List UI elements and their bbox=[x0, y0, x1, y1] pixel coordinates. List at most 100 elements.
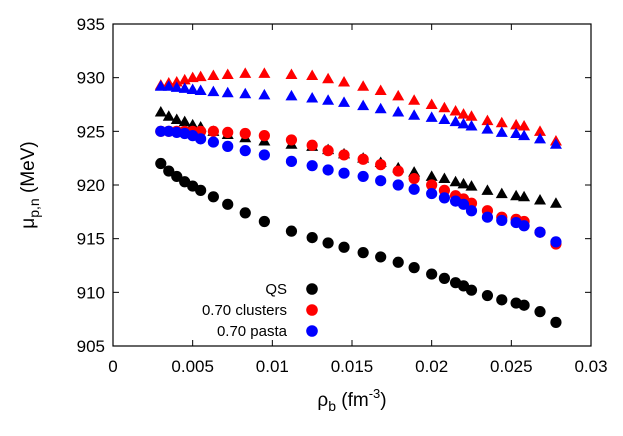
0-70-clusters-triangle-point bbox=[194, 70, 207, 82]
0-70-clusters-circle-point bbox=[306, 139, 318, 151]
qs-triangle-point bbox=[162, 110, 175, 121]
qs-circle-point bbox=[195, 184, 207, 196]
qs-triangle-point bbox=[495, 187, 508, 199]
qs-triangle-point bbox=[534, 194, 547, 205]
0-70-pasta-circle-point bbox=[392, 179, 404, 191]
qs-circle-point bbox=[357, 247, 369, 259]
0-70-clusters-circle-point bbox=[338, 149, 350, 161]
qs-triangle-point bbox=[518, 190, 531, 202]
legend-marker-0-70-pasta bbox=[306, 325, 318, 337]
qs-triangle-point bbox=[170, 113, 183, 125]
qs-circle-point bbox=[155, 157, 167, 170]
ticks: 0 0.005 0.01 0.015 0.02 0.025 0.03 905 910 915 920… bbox=[77, 15, 608, 376]
0-70-pasta-triangle-point bbox=[338, 96, 351, 107]
y-axis-title: μp,n (MeV) bbox=[18, 141, 42, 228]
qs-triangle-point bbox=[510, 189, 523, 201]
0-70-clusters-circle-point bbox=[357, 153, 369, 165]
0-70-pasta-triangle-point bbox=[239, 87, 252, 99]
0-70-clusters-circle-point bbox=[207, 125, 219, 137]
0-70-pasta-triangle-point bbox=[170, 81, 183, 92]
x-axis-title: ρb (fm-3) bbox=[317, 386, 386, 414]
0-70-pasta-circle-point bbox=[426, 187, 438, 200]
0-70-clusters-triangle-point bbox=[306, 69, 319, 81]
0-70-clusters-triangle-point bbox=[465, 110, 478, 121]
x-tick-label: 0.02 bbox=[415, 357, 448, 376]
qs-circle-point bbox=[258, 215, 270, 228]
qs-circle-point bbox=[550, 316, 562, 328]
0-70-pasta-circle-point bbox=[207, 136, 219, 148]
0-70-pasta-circle-point bbox=[408, 183, 420, 195]
x-tick-label: 0.015 bbox=[331, 357, 374, 376]
0-70-pasta-circle-point bbox=[438, 192, 451, 204]
0-70-clusters-circle-point bbox=[426, 179, 438, 191]
0-70-clusters-triangle-point bbox=[357, 80, 370, 91]
0-70-clusters-triangle-point bbox=[322, 72, 335, 84]
0-70-pasta-triangle-point bbox=[449, 115, 462, 127]
qs-circle-point bbox=[285, 225, 298, 237]
0-70-clusters-triangle-point bbox=[221, 68, 234, 79]
0-70-pasta-circle-point bbox=[375, 175, 387, 187]
qs-triangle-point bbox=[449, 175, 462, 187]
0-70-pasta-circle-point bbox=[155, 125, 167, 137]
0-70-pasta-circle-point bbox=[481, 211, 494, 223]
0-70-pasta-triangle-point bbox=[221, 86, 234, 98]
qs-circle-point bbox=[534, 306, 546, 318]
0-70-clusters-triangle-point bbox=[425, 98, 438, 109]
legend-marker-qs bbox=[306, 283, 318, 295]
qs-triangle-point bbox=[481, 184, 494, 195]
0-70-pasta-triangle-point bbox=[465, 119, 478, 131]
qs-circle-point bbox=[518, 299, 530, 311]
0-70-pasta-triangle-point bbox=[285, 89, 298, 101]
x-axis-unit: (fm bbox=[336, 390, 369, 411]
0-70-pasta-circle-point bbox=[465, 205, 478, 217]
y-tick-label: 910 bbox=[77, 283, 105, 302]
qs-circle-point bbox=[408, 262, 420, 274]
0-70-pasta-triangle-point bbox=[374, 102, 387, 114]
qs-triangle-point bbox=[154, 106, 167, 117]
0-70-pasta-triangle-point bbox=[194, 84, 207, 96]
0-70-clusters-triangle-point bbox=[258, 67, 271, 78]
qs-circle-point bbox=[222, 198, 234, 210]
qs-circle-point bbox=[171, 170, 183, 183]
0-70-pasta-circle-point bbox=[338, 167, 350, 179]
y-tick-label: 935 bbox=[77, 15, 105, 34]
qs-triangle-point bbox=[178, 115, 191, 127]
0-70-pasta-triangle-point bbox=[495, 126, 508, 137]
0-70-pasta-circle-point bbox=[518, 220, 530, 232]
0-70-clusters-circle-point bbox=[322, 145, 334, 157]
0-70-pasta-circle-point bbox=[258, 149, 270, 161]
qs-triangle-point bbox=[465, 180, 478, 191]
0-70-clusters-circle-point bbox=[375, 159, 387, 171]
0-70-pasta-triangle-point bbox=[438, 113, 451, 125]
legend-label-0-70-clusters: 0.70 clusters bbox=[202, 302, 287, 319]
0-70-pasta-triangle-point bbox=[518, 129, 531, 141]
0-70-clusters-triangle-point bbox=[207, 69, 220, 81]
x-tick-label: 0.025 bbox=[490, 357, 533, 376]
0-70-pasta-triangle-point bbox=[178, 82, 191, 93]
0-70-clusters-triangle-point bbox=[449, 104, 462, 116]
0-70-pasta-triangle-point bbox=[207, 85, 220, 97]
0-70-pasta-triangle-point bbox=[549, 138, 562, 149]
0-70-pasta-circle-point bbox=[496, 214, 508, 227]
qs-circle-point bbox=[239, 207, 251, 219]
qs-circle-point bbox=[163, 165, 175, 177]
0-70-pasta-circle-point bbox=[322, 164, 334, 176]
x-tick-label: 0 bbox=[108, 357, 117, 376]
0-70-clusters-triangle-point bbox=[374, 84, 387, 96]
0-70-clusters-circle-point bbox=[408, 172, 420, 185]
y-tick-label: 915 bbox=[77, 230, 105, 249]
0-70-clusters-circle-point bbox=[392, 165, 404, 177]
0-70-pasta-triangle-point bbox=[457, 117, 470, 129]
0-70-clusters-triangle-point bbox=[481, 114, 494, 126]
0-70-pasta-circle-point bbox=[195, 133, 207, 145]
0-70-pasta-triangle-point bbox=[408, 109, 421, 120]
qs-circle-point bbox=[392, 256, 404, 268]
0-70-clusters-triangle-point bbox=[457, 108, 470, 119]
x-tick-label: 0.005 bbox=[171, 357, 214, 376]
0-70-clusters-triangle-point bbox=[285, 68, 298, 79]
y-axis-symbol: μ bbox=[18, 218, 39, 229]
x-axis-symbol: ρ bbox=[317, 390, 328, 411]
0-70-pasta-circle-point bbox=[550, 236, 562, 248]
legend: QS 0.70 clusters 0.70 pasta bbox=[202, 281, 318, 340]
